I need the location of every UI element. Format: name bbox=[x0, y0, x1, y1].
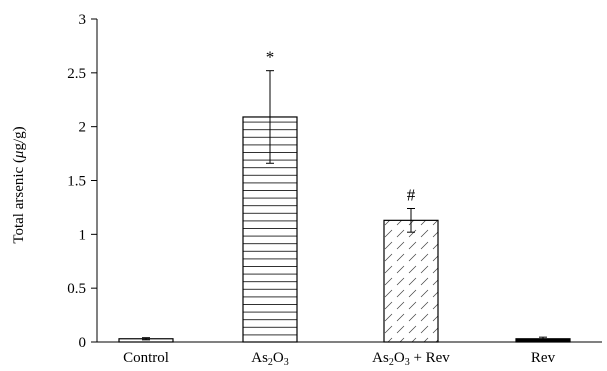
x-category-label-as2o3: As2O3 bbox=[251, 350, 289, 368]
y-tick-label: 2 bbox=[79, 120, 87, 136]
x-category-label-control: Control bbox=[123, 350, 169, 366]
y-tick-label: 2.5 bbox=[67, 66, 86, 82]
bar-as2o3-rev bbox=[383, 219, 439, 343]
x-category-label-rev: Rev bbox=[531, 350, 556, 366]
y-tick-label: 1 bbox=[79, 227, 87, 243]
x-category-label-as2o3-rev: As2O3 + Rev bbox=[372, 350, 450, 368]
y-tick-label: 3 bbox=[79, 12, 87, 28]
significance-label-as2o3: * bbox=[266, 48, 275, 67]
significance-label-as2o3-rev: # bbox=[407, 185, 416, 204]
y-axis-title: Total arsenic (μg/g) bbox=[11, 126, 27, 243]
y-tick-label: 1.5 bbox=[67, 174, 86, 190]
y-tick-label: 0 bbox=[79, 335, 87, 351]
y-tick-label: 0.5 bbox=[67, 281, 86, 297]
plot-area: 0 0.5 1 1.5 2 2.5 3 Control * As2O3 # As2O3 + Rev Re… bbox=[67, 12, 602, 368]
